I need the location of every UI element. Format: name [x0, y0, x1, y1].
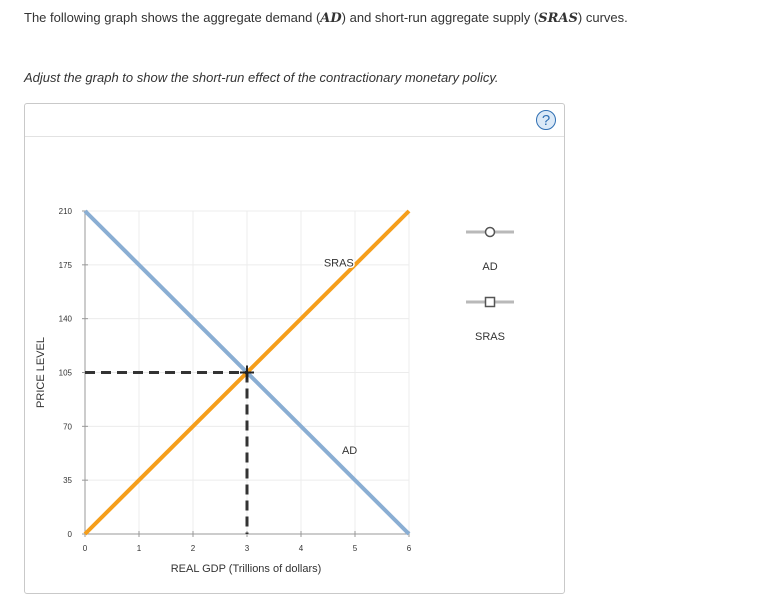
y-tick-label: 210 [59, 207, 73, 216]
ad-curve-label: AD [342, 445, 357, 457]
palette-label-ad: AD [482, 261, 497, 273]
intro-text-3: ) curves. [577, 10, 628, 25]
y-tick-label: 140 [59, 315, 73, 324]
sras-symbol: SRAS [538, 11, 578, 26]
x-tick-label: 0 [83, 544, 88, 553]
intro-text-2: ) and short-run aggregate supply ( [341, 10, 539, 25]
x-tick-label: 4 [299, 544, 304, 553]
problem-statement: The following graph shows the aggregate … [24, 10, 628, 26]
panel-header: ? [25, 104, 564, 137]
axis-labels: 0 1 2 3 4 5 6 0 35 70 105 140 175 210 REAL GDP (Trilli… [35, 207, 412, 575]
y-tick-label: 35 [63, 476, 72, 485]
sras-curve-label: SRAS [324, 257, 354, 269]
y-tick-label: 70 [63, 422, 72, 431]
graph-panel: ? [24, 103, 565, 594]
y-tick-label: 175 [59, 261, 73, 270]
question-mark-icon: ? [541, 111, 551, 129]
y-tick-label: 0 [68, 530, 73, 539]
intro-text-1: The following graph shows the aggregate … [24, 10, 321, 25]
help-button[interactable]: ? [536, 110, 556, 130]
ad-symbol: AD [320, 11, 342, 26]
square-marker-icon[interactable] [484, 296, 496, 308]
curve-palette: AD SRAS [466, 226, 514, 343]
x-tick-label: 5 [353, 544, 358, 553]
y-tick-label: 105 [59, 369, 73, 378]
y-axis-title: PRICE LEVEL [35, 337, 47, 408]
circle-marker-icon[interactable] [484, 226, 496, 238]
x-tick-label: 2 [191, 544, 196, 553]
palette-label-sras: SRAS [475, 331, 505, 343]
equilibrium-guides [85, 365, 254, 534]
x-axis-title: REAL GDP (Trillions of dollars) [171, 563, 322, 575]
instruction-text: Adjust the graph to show the short-run e… [24, 70, 499, 85]
x-tick-label: 6 [407, 544, 412, 553]
equilibrium-point-marker[interactable] [240, 365, 254, 380]
x-tick-label: 1 [137, 544, 142, 553]
x-tick-label: 3 [245, 544, 250, 553]
